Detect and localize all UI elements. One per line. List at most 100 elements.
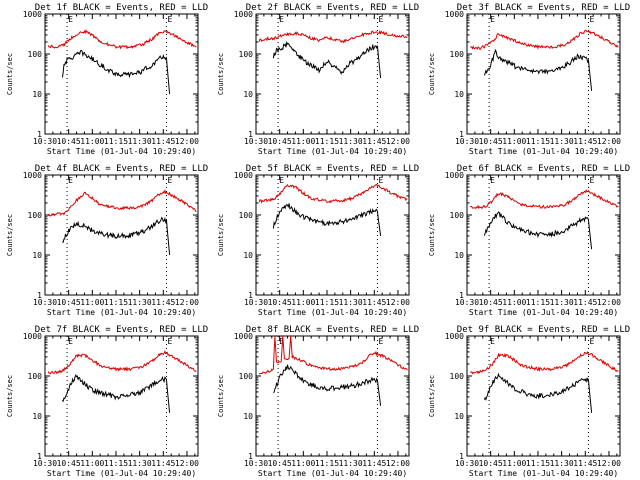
x-tick-label: 11:45 xyxy=(362,137,386,146)
x-tick-label: 10:45 xyxy=(268,298,292,307)
y-tick-label: 10 xyxy=(32,90,42,99)
x-tick-label: 11:15 xyxy=(104,298,128,307)
y-tick-label: 1000 xyxy=(445,171,464,180)
event-marker-label: E xyxy=(490,15,495,24)
x-tick-label: 11:00 xyxy=(502,459,526,468)
x-tick-label: 11:15 xyxy=(526,459,550,468)
x-tick-label: 11:15 xyxy=(104,137,128,146)
x-tick-label: 11:45 xyxy=(151,137,175,146)
y-tick-label: 10 xyxy=(454,90,464,99)
y-axis-label: Counts/sec xyxy=(6,375,14,417)
y-tick-label: 10 xyxy=(32,251,42,260)
chart-panel-6: Det 6f BLACK = Events, RED = LLD 1 10 100 10… xyxy=(428,164,630,317)
y-tick-label: 100 xyxy=(28,372,43,381)
x-tick-label: 10:30 xyxy=(244,137,268,146)
y-tick-label: 1 xyxy=(459,452,464,461)
x-tick-label: 11:30 xyxy=(128,137,152,146)
events-series-line xyxy=(483,211,593,250)
x-tick-label: 12:00 xyxy=(597,137,621,146)
x-tick-label: 11:30 xyxy=(339,459,363,468)
y-tick-label: 10 xyxy=(32,412,42,421)
y-tick-label: 1 xyxy=(37,452,42,461)
event-marker-label: E xyxy=(279,337,284,346)
event-marker-label: E xyxy=(68,337,73,346)
x-tick-label: 11:15 xyxy=(104,459,128,468)
y-tick-label: 10 xyxy=(243,90,253,99)
x-tick-label: 11:00 xyxy=(502,298,526,307)
x-tick-label: 11:15 xyxy=(315,298,339,307)
x-axis-label: Start Time (01-Jul-04 10:29:40) xyxy=(258,147,407,156)
chart-title: Det 2f BLACK = Events, RED = LLD xyxy=(246,3,419,13)
x-tick-label: 11:00 xyxy=(80,137,104,146)
plot-frame xyxy=(44,174,199,296)
y-axis-label: Counts/sec xyxy=(428,214,436,256)
x-tick-label: 10:45 xyxy=(479,459,503,468)
x-tick-label: 10:30 xyxy=(455,298,479,307)
x-tick-label: 12:00 xyxy=(386,298,410,307)
event-marker-label: E xyxy=(279,176,284,185)
y-axis-label: Counts/sec xyxy=(217,53,225,95)
chart-title: Det 6f BLACK = Events, RED = LLD xyxy=(457,164,630,174)
x-tick-label: 10:30 xyxy=(244,298,268,307)
x-tick-label: 11:45 xyxy=(573,298,597,307)
plot-frame xyxy=(44,335,199,457)
x-tick-label: 12:00 xyxy=(386,137,410,146)
y-tick-label: 100 xyxy=(239,372,254,381)
plot-frame xyxy=(466,174,621,296)
x-tick-label: 10:30 xyxy=(33,459,57,468)
y-tick-label: 100 xyxy=(28,211,43,220)
x-tick-label: 11:15 xyxy=(526,298,550,307)
y-tick-label: 10 xyxy=(243,412,253,421)
plot-frame xyxy=(466,13,621,135)
x-tick-label: 11:45 xyxy=(151,459,175,468)
y-tick-label: 1 xyxy=(248,291,253,300)
y-axis-label: Counts/sec xyxy=(217,375,225,417)
events-series-line xyxy=(483,48,593,91)
chart-panel-5: Det 5f BLACK = Events, RED = LLD 1 10 100 10… xyxy=(217,164,419,317)
y-tick-label: 1000 xyxy=(23,171,42,180)
lld-series-line xyxy=(47,29,197,50)
event-marker-label: E xyxy=(378,15,383,24)
x-axis-label: Start Time (01-Jul-04 10:29:40) xyxy=(469,308,618,317)
x-axis-label: Start Time (01-Jul-04 10:29:40) xyxy=(258,469,407,478)
x-tick-label: 11:30 xyxy=(339,137,363,146)
lld-series-line xyxy=(258,335,408,375)
x-axis-label: Start Time (01-Jul-04 10:29:40) xyxy=(469,469,618,478)
lld-series-line xyxy=(47,350,197,375)
lld-series-line xyxy=(258,183,408,204)
x-tick-label: 11:45 xyxy=(362,459,386,468)
x-tick-label: 10:30 xyxy=(455,459,479,468)
x-axis-label: Start Time (01-Jul-04 10:29:40) xyxy=(258,308,407,317)
chart-panel-8: Det 8f BLACK = Events, RED = LLD 1 10 100 10… xyxy=(217,325,419,478)
lld-series-line xyxy=(258,29,408,44)
x-tick-label: 10:30 xyxy=(244,459,268,468)
event-marker-label: E xyxy=(490,176,495,185)
x-tick-label: 11:30 xyxy=(339,298,363,307)
event-marker-label: E xyxy=(589,337,594,346)
chart-panel-2: Det 2f BLACK = Events, RED = LLD 1 10 100 10… xyxy=(217,3,419,156)
x-tick-label: 10:30 xyxy=(33,137,57,146)
chart-title: Det 5f BLACK = Events, RED = LLD xyxy=(246,164,419,174)
y-axis-label: Counts/sec xyxy=(428,53,436,95)
y-axis-label: Counts/sec xyxy=(217,214,225,256)
y-tick-label: 100 xyxy=(239,211,254,220)
events-series-line xyxy=(272,40,382,79)
y-tick-label: 100 xyxy=(450,50,465,59)
event-marker-label: E xyxy=(378,176,383,185)
y-tick-label: 1000 xyxy=(445,10,464,19)
x-tick-label: 11:45 xyxy=(573,137,597,146)
lld-series-line xyxy=(47,189,197,217)
chart-panel-4: Det 4f BLACK = Events, RED = LLD 1 10 100 10… xyxy=(6,164,208,317)
event-marker-label: E xyxy=(167,15,172,24)
y-tick-label: 10 xyxy=(454,251,464,260)
event-marker-label: E xyxy=(378,337,383,346)
chart-panel-9: Det 9f BLACK = Events, RED = LLD 1 10 100 10… xyxy=(428,325,630,478)
events-series-line xyxy=(61,373,171,413)
y-tick-label: 1000 xyxy=(234,332,253,341)
x-axis-label: Start Time (01-Jul-04 10:29:40) xyxy=(47,469,196,478)
event-marker-label: E xyxy=(589,176,594,185)
chart-panel-3: Det 3f BLACK = Events, RED = LLD 1 10 100 10… xyxy=(428,3,630,156)
y-tick-label: 100 xyxy=(28,50,43,59)
x-tick-label: 12:00 xyxy=(597,298,621,307)
x-axis-label: Start Time (01-Jul-04 10:29:40) xyxy=(469,147,618,156)
